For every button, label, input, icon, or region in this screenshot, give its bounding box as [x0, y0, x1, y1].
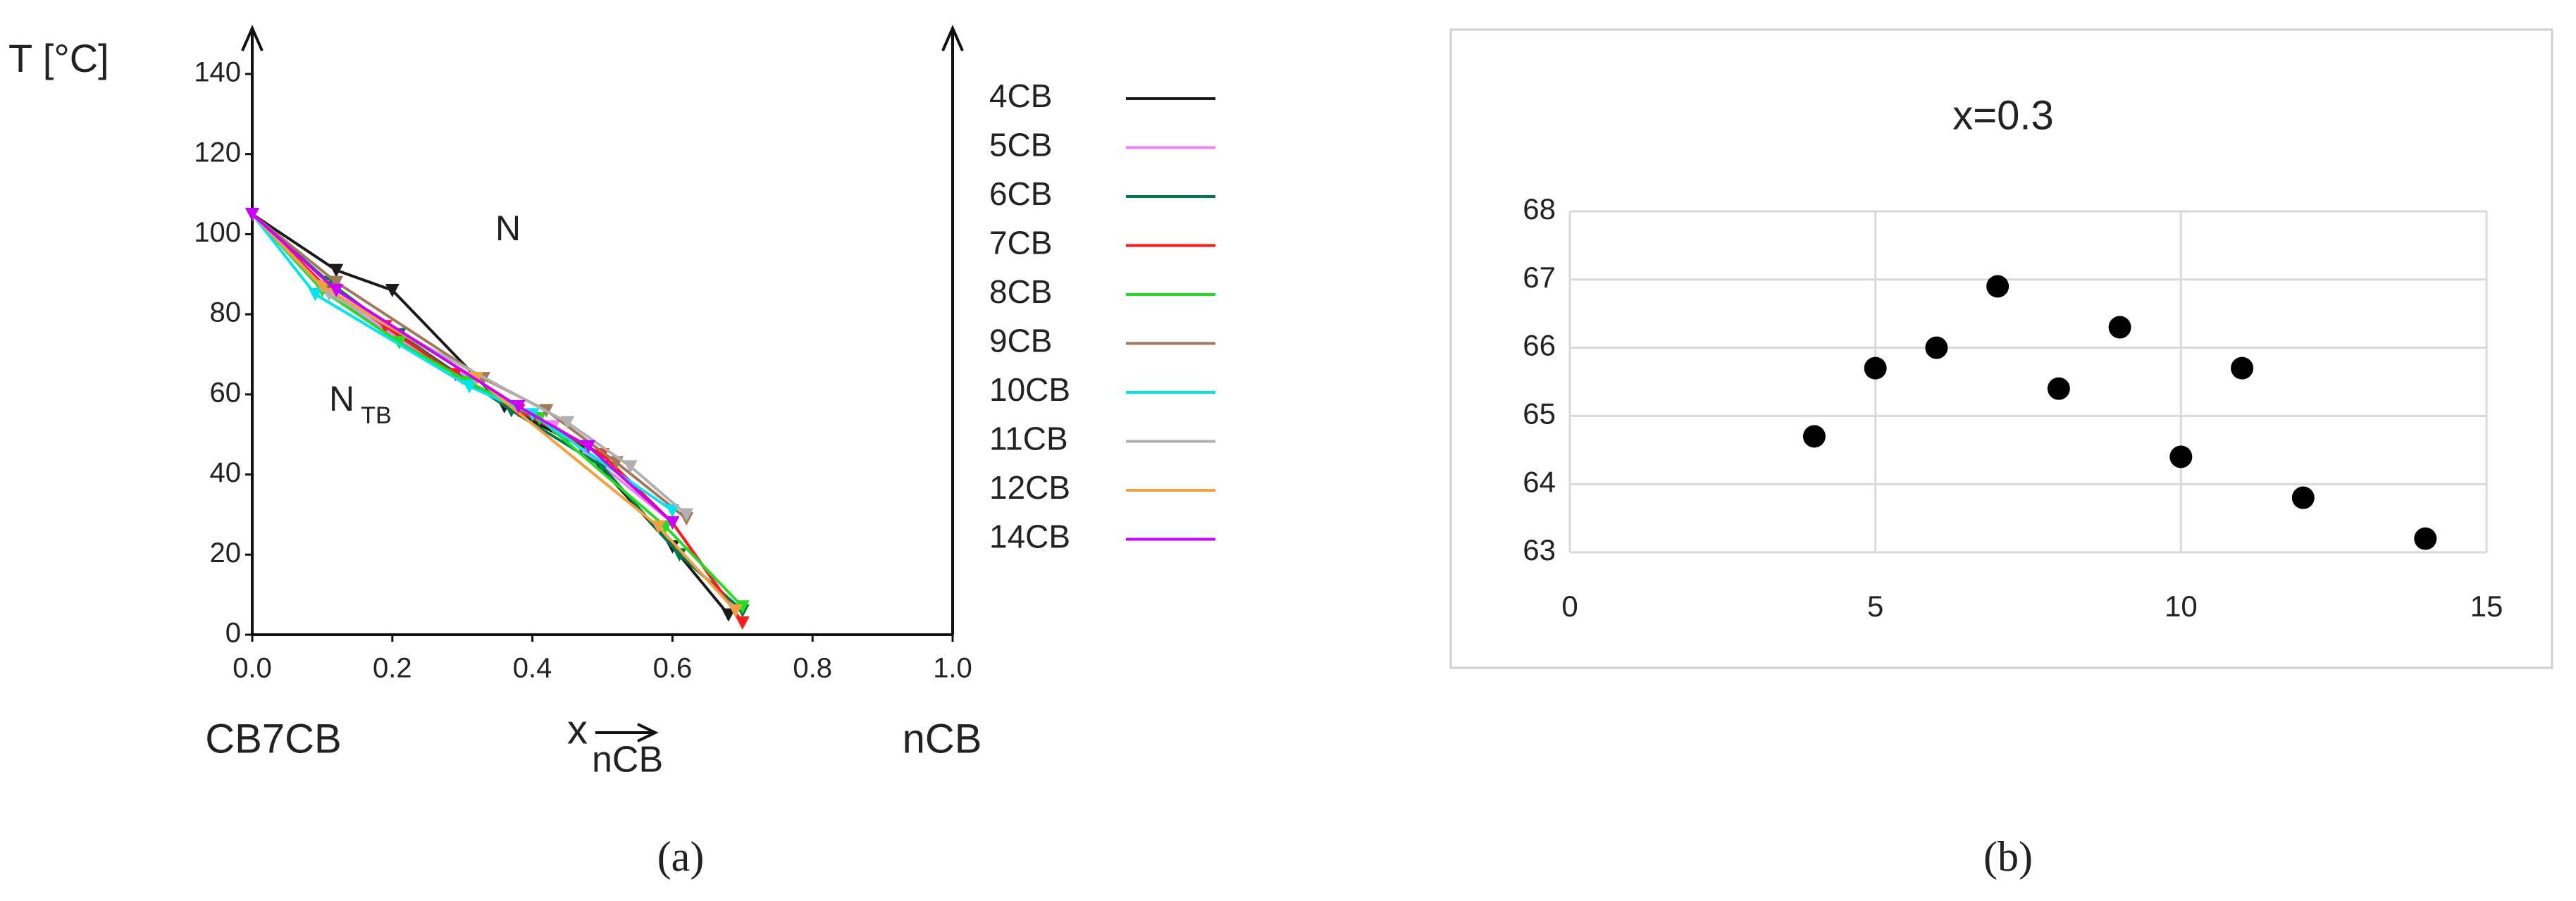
- data-point: [721, 608, 736, 622]
- data-point: [1864, 356, 1887, 380]
- data-point: [2291, 486, 2315, 509]
- legend-label: 12CB: [989, 469, 1070, 506]
- x-axis-label-arrow: [595, 723, 659, 742]
- legend-label: 6CB: [989, 175, 1052, 212]
- y-axis-label: T [°C]: [8, 36, 109, 80]
- data-point: [2231, 356, 2254, 380]
- data-point: [623, 460, 638, 474]
- data-point: [2108, 316, 2131, 339]
- y-tick-label: 120: [194, 137, 241, 168]
- y-tick-label: 0: [225, 618, 241, 649]
- y-tick-label: 68: [1523, 192, 1556, 225]
- x-tick-label: 0.8: [793, 653, 832, 684]
- x-tick-label: 0.2: [373, 653, 412, 684]
- legend-label: 7CB: [989, 225, 1052, 261]
- y-tick-label: 60: [210, 377, 242, 408]
- data-point: [728, 604, 743, 618]
- y-tick-label: 67: [1523, 261, 1556, 294]
- x-tick-label: 0.0: [233, 653, 272, 684]
- data-point: [679, 508, 694, 522]
- data-point: [2047, 377, 2070, 400]
- y-tick-label: 80: [210, 297, 242, 328]
- data-point: [392, 335, 407, 349]
- right-label: nCB: [903, 716, 982, 762]
- y-tick-label: 65: [1523, 397, 1556, 430]
- data-point: [1925, 336, 1948, 359]
- legend-label: 8CB: [989, 273, 1052, 310]
- x-tick-label: 1.0: [933, 653, 972, 684]
- y-tick-label: 40: [210, 457, 242, 488]
- legend-label: 4CB: [989, 77, 1052, 114]
- y-tick-label: 140: [194, 57, 241, 88]
- data-point: [1986, 275, 2010, 298]
- data-point: [735, 616, 750, 630]
- data-point: [329, 275, 344, 290]
- y-tick-label: 64: [1523, 465, 1556, 498]
- x-tick-label: 0.6: [653, 653, 693, 684]
- data-point: [595, 448, 609, 462]
- data-point: [462, 380, 477, 394]
- x-tick-label: 0: [1561, 590, 1578, 623]
- data-point: [385, 284, 400, 298]
- legend-label: 14CB: [989, 518, 1070, 555]
- caption: (a): [657, 833, 705, 880]
- data-point: [560, 416, 575, 430]
- data-point: [581, 440, 596, 454]
- data-point: [1802, 425, 1826, 448]
- x-axis-label: x: [567, 707, 588, 752]
- phase-label: N: [495, 209, 521, 248]
- legend-label: 11CB: [989, 421, 1068, 457]
- y-tick-label: 66: [1523, 329, 1556, 362]
- data-point: [665, 516, 680, 530]
- x-tick-label: 0.4: [513, 653, 552, 684]
- data-point: [2169, 445, 2193, 468]
- phase-label-sub: TB: [361, 402, 391, 429]
- legend-label: 5CB: [989, 127, 1052, 163]
- phase-label: N: [329, 379, 354, 418]
- legend-label: 9CB: [989, 323, 1052, 359]
- data-point: [2414, 527, 2437, 550]
- data-point: [651, 520, 666, 534]
- legend-label: 10CB: [989, 371, 1070, 408]
- x-tick-label: 10: [2165, 590, 2198, 623]
- x-axis-label-sub: nCB: [592, 740, 663, 781]
- data-point: [329, 263, 344, 278]
- y-tick-label: 63: [1523, 533, 1556, 566]
- series-line: [251, 213, 730, 616]
- data-point: [511, 399, 526, 414]
- y-tick-label: 20: [210, 538, 242, 568]
- y-tick-label: 100: [194, 217, 241, 248]
- x-tick-label: 5: [1867, 590, 1883, 623]
- data-point: [329, 284, 344, 298]
- data-point: [245, 208, 259, 221]
- data-point: [308, 287, 323, 302]
- data-point: [315, 280, 330, 294]
- y-axis-arrow: [241, 25, 264, 51]
- x-tick-label: 15: [2470, 590, 2503, 623]
- data-point: [665, 504, 680, 518]
- chart-title: x=0.3: [1952, 92, 2054, 138]
- left-label: CB7CB: [205, 716, 341, 762]
- caption: (b): [1983, 833, 2033, 880]
- data-point: [735, 600, 750, 614]
- y2-axis-arrow: [941, 25, 964, 51]
